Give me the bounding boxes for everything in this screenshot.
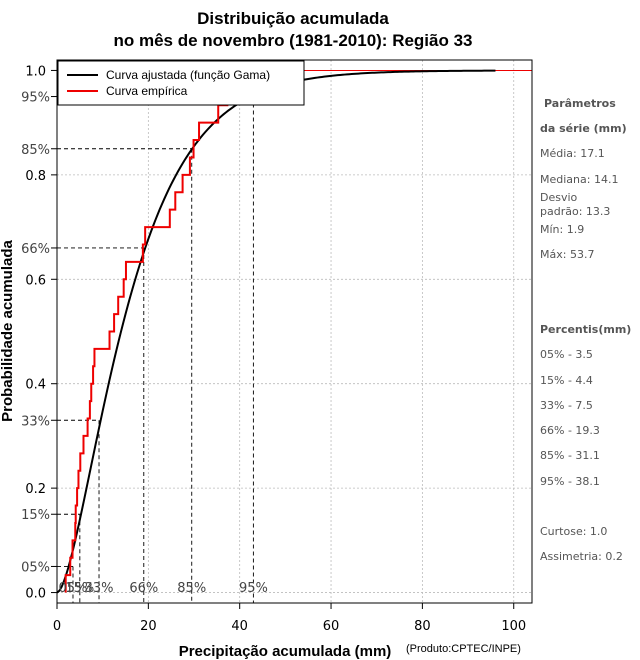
param-desvio-line-1: Desvio — [540, 191, 578, 204]
y-tick-label: 0.2 — [25, 482, 46, 497]
percentile-y-label: 15% — [21, 508, 50, 523]
percentil-33: 33% - 7.5 — [540, 399, 593, 412]
x-tick-label: 100 — [501, 619, 526, 634]
chart-title-line-2: no mês de novembro (1981-2010): Região 3… — [113, 31, 472, 50]
x-tick-label: 60 — [323, 619, 340, 634]
x-tick-label: 20 — [140, 619, 157, 634]
param-media: Média: 17.1 — [540, 147, 605, 160]
series-parameters-panel: Parâmetros da série (mm) Média: 17.1 Med… — [540, 97, 627, 261]
percentil-95: 95% - 38.1 — [540, 475, 600, 488]
y-tick-label: 0.8 — [25, 169, 46, 184]
params-title-line-1: Parâmetros — [544, 97, 616, 110]
axis-ticks: 0 20 40 60 80 1000.00.20.40.60.81.005%05%15%1… — [21, 64, 526, 634]
x-axis-title: Precipitação acumulada (mm) — [179, 643, 392, 660]
x-tick-label: 40 — [231, 619, 248, 634]
param-desvio-line-2: padrão: 13.3 — [540, 205, 610, 218]
param-min: Mín: 1.9 — [540, 223, 584, 236]
chart-title-line-1: Distribuição acumulada — [197, 9, 389, 28]
percentil-05: 05% - 3.5 — [540, 348, 593, 361]
y-tick-label: 0.4 — [25, 378, 46, 393]
x-tick-label: 0 — [53, 619, 61, 634]
param-max: Máx: 53.7 — [540, 248, 594, 261]
y-tick-label: 0.0 — [25, 587, 46, 602]
legend-box — [57, 60, 305, 106]
percentiles-panel: Percentis(mm) 05% - 3.5 15% - 4.4 33% - … — [540, 323, 631, 563]
percentile-y-label: 33% — [21, 414, 50, 429]
percentile-x-label: 95% — [239, 581, 268, 596]
y-axis-title: Probabilidade acumulada — [0, 239, 16, 421]
percentile-y-label: 05% — [21, 560, 50, 575]
legend: Curva ajustada (função Gama) Curva empír… — [57, 60, 305, 106]
percentile-reference-lines — [57, 96, 254, 603]
percentil-66: 66% - 19.3 — [540, 424, 600, 437]
percentil-15: 15% - 4.4 — [540, 374, 593, 387]
percentis-title: Percentis(mm) — [540, 323, 631, 336]
y-tick-label: 1.0 — [25, 64, 46, 79]
percentile-x-label: 15% — [65, 581, 94, 596]
legend-empirical-label: Curva empírica — [106, 84, 188, 98]
percentil-85: 85% - 31.1 — [540, 449, 600, 462]
stat-assimetria: Assimetria: 0.2 — [540, 550, 623, 563]
stat-curtose: Curtose: 1.0 — [540, 525, 607, 538]
percentile-x-label: 05% — [59, 581, 88, 596]
plot-frame — [56, 59, 533, 604]
percentile-y-label: 66% — [21, 242, 50, 257]
credit-text: (Produto:CPTEC/INPE) — [406, 643, 521, 655]
legend-fitted-label: Curva ajustada (função Gama) — [106, 68, 270, 82]
percentile-x-label: 33% — [85, 581, 114, 596]
percentile-x-label: 66% — [129, 581, 158, 596]
empirical-step-curve — [64, 70, 233, 593]
percentile-y-label: 95% — [21, 91, 50, 106]
param-mediana: Mediana: 14.1 — [540, 173, 618, 186]
percentile-x-label: 85% — [177, 581, 206, 596]
params-title-line-2: da série (mm) — [540, 122, 627, 135]
percentile-y-label: 85% — [21, 143, 50, 158]
grid-layer — [56, 60, 532, 603]
y-tick-label: 0.6 — [25, 273, 46, 288]
x-tick-label: 80 — [414, 619, 431, 634]
